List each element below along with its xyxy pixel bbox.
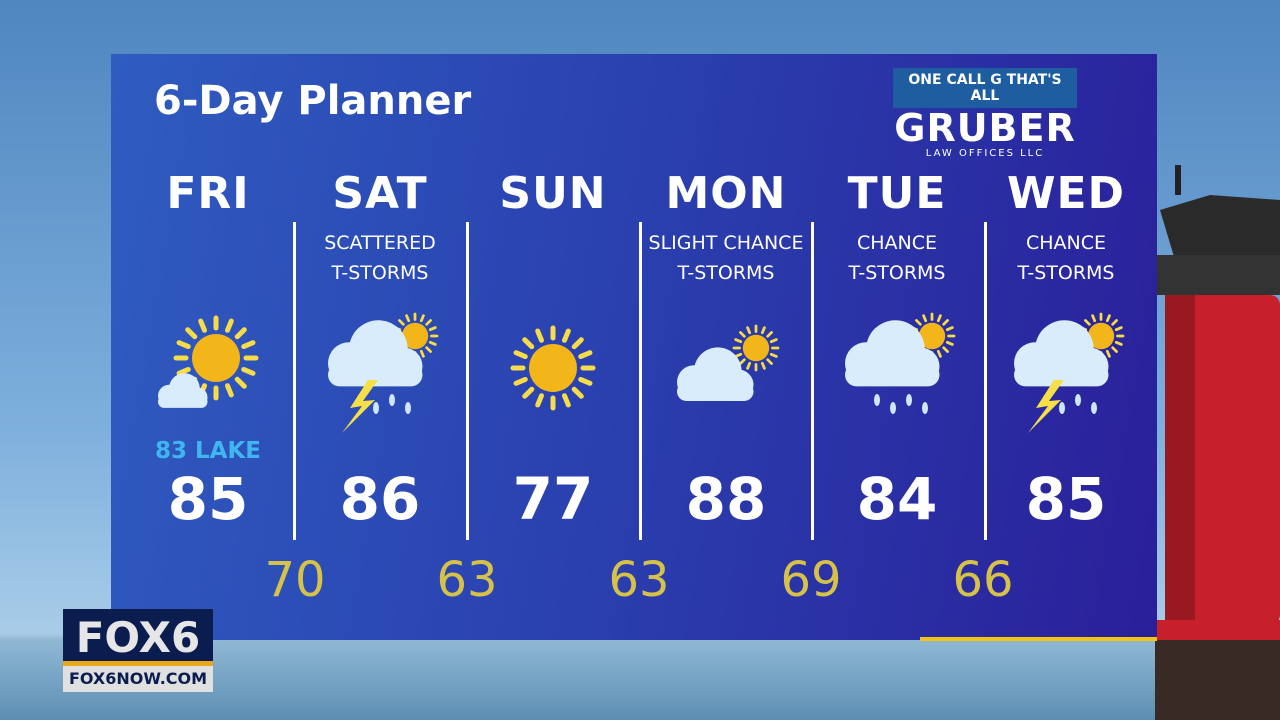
column-divider [466, 222, 469, 540]
sun-icon [467, 308, 639, 438]
lake-temp [980, 438, 1152, 468]
lake-background [0, 640, 1280, 720]
condition-text: CHANCE T-STORMS [848, 232, 946, 284]
lake-temp [640, 438, 812, 468]
station-url: FOX6NOW.COM [63, 666, 213, 692]
high-temp: 85 [1025, 465, 1107, 533]
day-label: MON [665, 168, 787, 219]
column-divider [984, 222, 987, 540]
condition-text [122, 228, 294, 308]
partly-cloudy-icon [640, 308, 812, 438]
high-temp: 88 [685, 465, 767, 533]
day-label: TUE [847, 168, 947, 219]
page-title: 6-Day Planner [154, 78, 472, 124]
station-logo: FOX6 FOX6NOW.COM [63, 609, 213, 692]
day-label: FRI [166, 168, 250, 219]
sponsor-name: GRUBER [894, 106, 1076, 150]
sponsor-sub: LAW OFFICES LLC [925, 148, 1045, 159]
low-temp: 66 [952, 552, 1014, 608]
sponsor-tagline: ONE CALL G THAT'S ALL [893, 68, 1077, 108]
sponsor-logo: ONE CALL G THAT'S ALL GRUBER LAW OFFICES… [893, 68, 1077, 159]
low-temp: 70 [264, 552, 326, 608]
thunderstorm-icon [294, 308, 466, 438]
low-temp: 63 [608, 552, 670, 608]
fox6-logo: FOX6 [63, 609, 213, 666]
lake-temp: 83 LAKE [154, 438, 261, 464]
thunderstorm-icon [980, 308, 1152, 438]
day-column-wed: WED CHANCE T-STORMS 85 [980, 164, 1152, 530]
high-temp: 85 [167, 465, 249, 533]
condition-text [467, 228, 639, 308]
column-divider [639, 222, 642, 540]
lake-temp [467, 438, 639, 468]
low-temp: 69 [780, 552, 842, 608]
high-temp: 84 [856, 465, 938, 533]
high-temp: 77 [512, 465, 594, 533]
rain-icon [811, 308, 983, 438]
condition-text: SCATTERED T-STORMS [324, 232, 436, 284]
day-column-tue: TUE CHANCE T-STORMS 84 [811, 164, 983, 530]
condition-text: CHANCE T-STORMS [1017, 232, 1115, 284]
day-column-sun: SUN 77 [467, 164, 639, 530]
lighthouse-image [1155, 165, 1280, 720]
sun-with-cloud-icon [122, 308, 294, 438]
day-label: SUN [499, 168, 607, 219]
column-divider [293, 222, 296, 540]
day-column-mon: MON SLIGHT CHANCE T-STORMS 88 [640, 164, 812, 530]
lake-temp [294, 438, 466, 468]
forecast-panel: 6-Day Planner ONE CALL G THAT'S ALL GRUB… [111, 54, 1157, 641]
day-label: WED [1006, 168, 1126, 219]
day-label: SAT [332, 168, 428, 219]
day-column-fri: FRI 83 LAKE 85 [122, 164, 294, 530]
column-divider [811, 222, 814, 540]
condition-text: SLIGHT CHANCE T-STORMS [648, 232, 804, 284]
high-temp: 86 [339, 465, 421, 533]
accent-bar [920, 637, 1157, 641]
lake-temp [811, 438, 983, 468]
low-temp: 63 [436, 552, 498, 608]
day-column-sat: SAT SCATTERED T-STORMS 86 [294, 164, 466, 530]
